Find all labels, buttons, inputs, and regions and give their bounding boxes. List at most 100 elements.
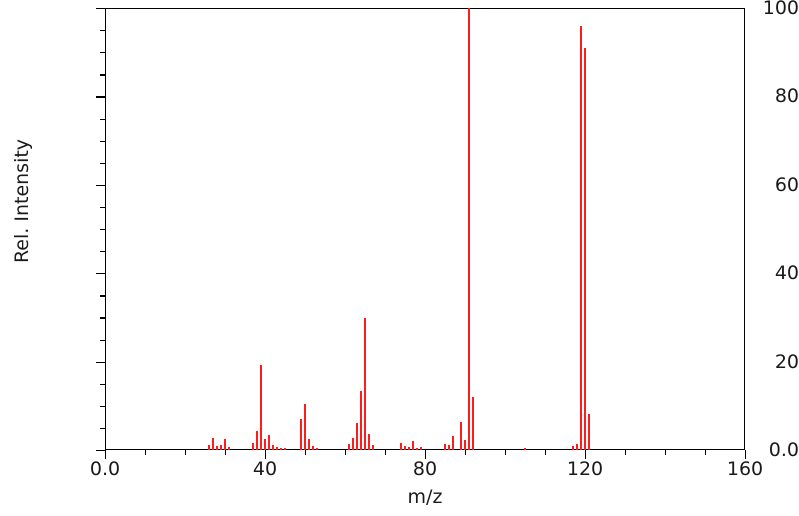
spectrum-peak (356, 422, 358, 450)
spectrum-peak (576, 443, 578, 450)
y-tick-minor (100, 52, 105, 54)
y-tick-minor (100, 30, 105, 32)
spectrum-peak (452, 436, 454, 450)
spectrum-peak (468, 8, 470, 450)
spectrum-peak (368, 434, 370, 450)
plot-frame (105, 8, 745, 450)
spectrum-peak (276, 446, 278, 450)
spectrum-peak (416, 447, 418, 450)
y-tick-label: 60 (774, 173, 799, 196)
x-tick-major (425, 450, 427, 459)
x-tick-major (105, 450, 107, 459)
spectrum-peak (272, 444, 274, 450)
x-tick-minor (385, 450, 387, 455)
spectrum-peak (460, 422, 462, 450)
spectrum-peak (412, 441, 414, 450)
spectrum-peak (316, 447, 318, 450)
y-tick-major (96, 184, 105, 187)
y-tick-major (96, 361, 105, 363)
spectrum-peak (264, 439, 266, 450)
x-axis-label: m/z (407, 486, 443, 508)
y-tick-minor (100, 405, 105, 408)
x-tick-major (585, 450, 587, 459)
spectrum-peak (256, 430, 258, 450)
y-tick-minor (100, 251, 105, 253)
spectrum-peak (444, 444, 446, 450)
spectrum-peak (448, 444, 450, 450)
y-tick-label: 40 (774, 262, 799, 285)
spectrum-peak (408, 446, 410, 450)
spectrum-peak (400, 442, 402, 450)
spectrum-peak (584, 47, 586, 450)
y-axis-label: Rel. Intensity (11, 138, 33, 264)
spectrum-peak (404, 445, 406, 450)
x-tick-major (265, 450, 267, 459)
y-tick-minor (100, 74, 105, 76)
y-tick-label: 0.0 (768, 439, 799, 461)
x-tick-label: 40 (252, 458, 278, 480)
y-tick-minor (100, 206, 105, 209)
plot-area (105, 8, 745, 450)
spectrum-peak (224, 439, 226, 450)
y-tick-major (96, 273, 105, 275)
spectrum-peak (228, 447, 230, 450)
spectrum-peak (420, 447, 422, 450)
spectrum-peak (464, 440, 466, 450)
y-tick-minor (100, 317, 105, 319)
x-tick-minor (465, 450, 467, 455)
x-tick-minor (185, 450, 187, 455)
spectrum-peak (252, 442, 254, 450)
x-tick-minor (665, 450, 667, 455)
spectrum-peak (216, 446, 218, 450)
spectrum-peak (300, 419, 302, 450)
y-tick-label: 80 (774, 85, 799, 108)
y-tick-minor (100, 383, 105, 385)
spectrum-peak (308, 439, 310, 450)
x-tick-minor (145, 450, 147, 455)
x-tick-minor (305, 450, 307, 455)
spectrum-peak (472, 396, 474, 450)
spectrum-peak (284, 447, 286, 450)
x-tick-minor (705, 450, 707, 455)
y-tick-minor (100, 427, 105, 430)
y-tick-minor (100, 339, 105, 341)
spectrum-peak (352, 437, 354, 450)
y-tick-minor (100, 295, 105, 297)
y-tick-major (96, 8, 105, 10)
spectrum-peak (280, 447, 282, 450)
spectrum-peak (208, 444, 210, 450)
x-tick-minor (545, 450, 547, 455)
x-tick-label: 0.0 (89, 458, 121, 480)
x-tick-minor (625, 450, 627, 455)
x-tick-label: 160 (726, 458, 764, 480)
spectrum-peak (312, 445, 314, 450)
y-tick-label: 20 (774, 350, 799, 373)
x-tick-label: 80 (412, 458, 438, 480)
y-tick-major (96, 96, 105, 98)
y-tick-minor (100, 140, 105, 142)
x-tick-minor (225, 450, 227, 455)
x-tick-minor (345, 450, 347, 455)
spectrum-peak (260, 364, 262, 450)
spectrum-peak (372, 444, 374, 450)
y-tick-label: 100 (762, 0, 799, 19)
spectrum-peak (360, 390, 362, 450)
spectrum-peak (580, 25, 582, 450)
y-tick-minor (100, 162, 105, 164)
spectrum-peak (220, 444, 222, 450)
y-tick-minor (100, 229, 105, 231)
y-tick-minor (100, 118, 105, 120)
y-tick-major (96, 450, 105, 452)
x-tick-major (745, 450, 747, 459)
spectrum-peak (268, 434, 270, 450)
spectrum-peak (304, 403, 306, 450)
x-tick-minor (505, 450, 507, 455)
spectrum-peak (348, 444, 350, 450)
spectrum-peak (212, 437, 214, 450)
spectrum-peak (524, 448, 526, 450)
x-tick-label: 120 (566, 458, 604, 480)
spectrum-peak (364, 317, 366, 450)
spectrum-peak (572, 446, 574, 450)
spectrum-peak (588, 414, 590, 450)
